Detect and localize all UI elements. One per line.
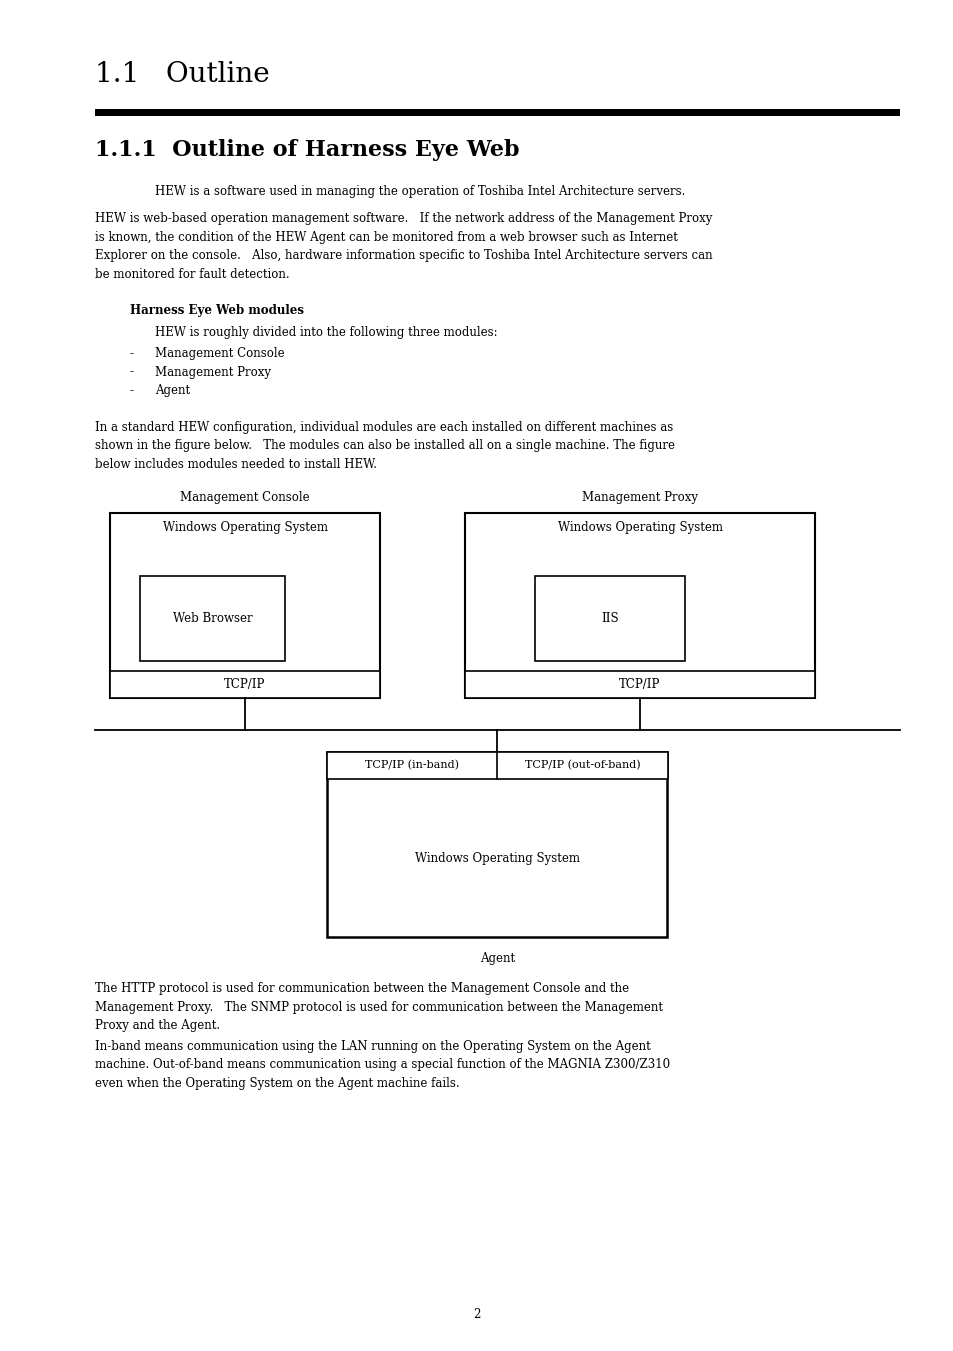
Bar — [464, 513, 814, 698]
Text: The HTTP protocol is used for communication between the Management Console and t: The HTTP protocol is used for communicat… — [95, 982, 628, 994]
Bar — [464, 671, 814, 698]
Bar — [327, 753, 667, 938]
Text: Windows Operating System: Windows Operating System — [415, 851, 579, 865]
Text: is known, the condition of the HEW Agent can be monitored from a web browser suc: is known, the condition of the HEW Agent… — [95, 231, 678, 243]
Text: Agent: Agent — [154, 384, 190, 397]
Text: TCP/IP (out-of-band): TCP/IP (out-of-band) — [524, 761, 639, 770]
Text: Explorer on the console.   Also, hardware information specific to Toshiba Intel : Explorer on the console. Also, hardware … — [95, 249, 712, 262]
Text: HEW is web-based operation management software.   If the network address of the : HEW is web-based operation management so… — [95, 212, 712, 226]
Text: -: - — [130, 366, 133, 378]
Text: HEW is a software used in managing the operation of Toshiba Intel Architecture s: HEW is a software used in managing the o… — [154, 185, 684, 199]
Text: TCP/IP: TCP/IP — [618, 678, 660, 690]
Text: TCP/IP (in-band): TCP/IP (in-band) — [365, 761, 459, 770]
Text: IIS: IIS — [600, 612, 618, 626]
Text: Web Browser: Web Browser — [172, 612, 252, 626]
Text: Management Console: Management Console — [180, 490, 310, 504]
Text: TCP/IP: TCP/IP — [224, 678, 265, 690]
Text: -: - — [130, 347, 133, 359]
Text: shown in the figure below.   The modules can also be installed all on a single m: shown in the figure below. The modules c… — [95, 439, 675, 453]
Text: -: - — [130, 384, 133, 397]
Bar — [95, 109, 899, 116]
Text: 2: 2 — [473, 1308, 480, 1321]
Text: machine. Out-of-band means communication using a special function of the MAGNIA : machine. Out-of-band means communication… — [95, 1058, 669, 1071]
Text: HEW is roughly divided into the following three modules:: HEW is roughly divided into the followin… — [154, 326, 497, 339]
Bar — [110, 513, 379, 698]
Text: In-band means communication using the LAN running on the Operating System on the: In-band means communication using the LA… — [95, 1039, 650, 1052]
Text: Windows Operating System: Windows Operating System — [557, 521, 721, 534]
Text: Proxy and the Agent.: Proxy and the Agent. — [95, 1019, 220, 1032]
Bar — [140, 576, 285, 661]
Bar — [497, 753, 667, 780]
Bar — [535, 576, 684, 661]
Bar — [327, 753, 497, 780]
Bar — [110, 671, 379, 698]
Text: even when the Operating System on the Agent machine fails.: even when the Operating System on the Ag… — [95, 1077, 459, 1089]
Text: Windows Operating System: Windows Operating System — [162, 521, 327, 534]
Text: Agent: Agent — [479, 952, 515, 965]
Text: 1.1.1  Outline of Harness Eye Web: 1.1.1 Outline of Harness Eye Web — [95, 139, 519, 161]
Text: In a standard HEW configuration, individual modules are each installed on differ: In a standard HEW configuration, individ… — [95, 420, 673, 434]
Text: be monitored for fault detection.: be monitored for fault detection. — [95, 267, 290, 281]
Text: Management Console: Management Console — [154, 347, 284, 359]
Text: below includes modules needed to install HEW.: below includes modules needed to install… — [95, 458, 376, 470]
Text: Harness Eye Web modules: Harness Eye Web modules — [130, 304, 304, 317]
Text: Management Proxy.   The SNMP protocol is used for communication between the Mana: Management Proxy. The SNMP protocol is u… — [95, 1001, 662, 1013]
Text: 1.1   Outline: 1.1 Outline — [95, 61, 270, 88]
Text: Management Proxy: Management Proxy — [581, 490, 698, 504]
Text: Management Proxy: Management Proxy — [154, 366, 271, 378]
